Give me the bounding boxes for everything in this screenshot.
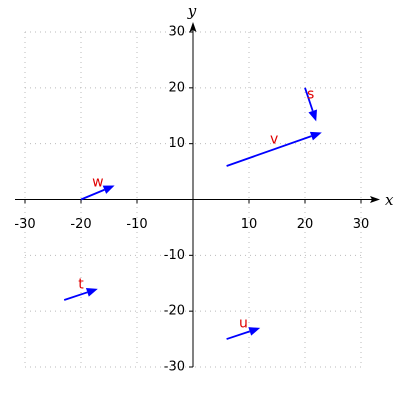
y-tick-label: 30	[168, 25, 185, 40]
vector-shaft	[63, 291, 88, 301]
y-tick-label: 20	[168, 80, 185, 95]
y-tick-label: 10	[168, 136, 185, 151]
x-tick-label: -10	[126, 217, 147, 232]
x-tick-label: 20	[297, 217, 314, 232]
vector-label: v	[270, 131, 278, 147]
vector-shaft	[226, 135, 312, 167]
vector-head	[308, 109, 317, 122]
vector	[80, 185, 115, 201]
x-tick-label: -30	[14, 217, 35, 232]
x-tick-label: 10	[241, 217, 258, 232]
vector-shaft	[80, 188, 105, 201]
y-axis-arrow	[189, 22, 197, 32]
vector-label: w	[92, 175, 103, 191]
y-tick-label: -10	[164, 248, 185, 263]
x-axis-label: x	[385, 191, 394, 209]
vector-label: u	[239, 316, 248, 332]
vector	[63, 288, 98, 301]
vector-label: s	[307, 87, 314, 103]
vector-head	[85, 288, 98, 297]
vector-shaft	[304, 87, 314, 112]
x-axis-arrow	[370, 196, 380, 203]
vector-head	[102, 185, 115, 194]
vector-head	[309, 131, 322, 141]
x-tick-label: -20	[70, 217, 91, 232]
x-tick-label: 30	[353, 217, 370, 232]
vector-head	[248, 327, 261, 336]
vector-label: t	[78, 276, 84, 292]
y-tick-label: -30	[164, 360, 185, 375]
y-tick-label: -20	[164, 304, 185, 319]
vector	[226, 131, 322, 167]
vector-shaft	[226, 330, 251, 340]
vector	[226, 327, 261, 340]
vector	[304, 87, 317, 122]
y-axis-label: y	[187, 2, 197, 20]
